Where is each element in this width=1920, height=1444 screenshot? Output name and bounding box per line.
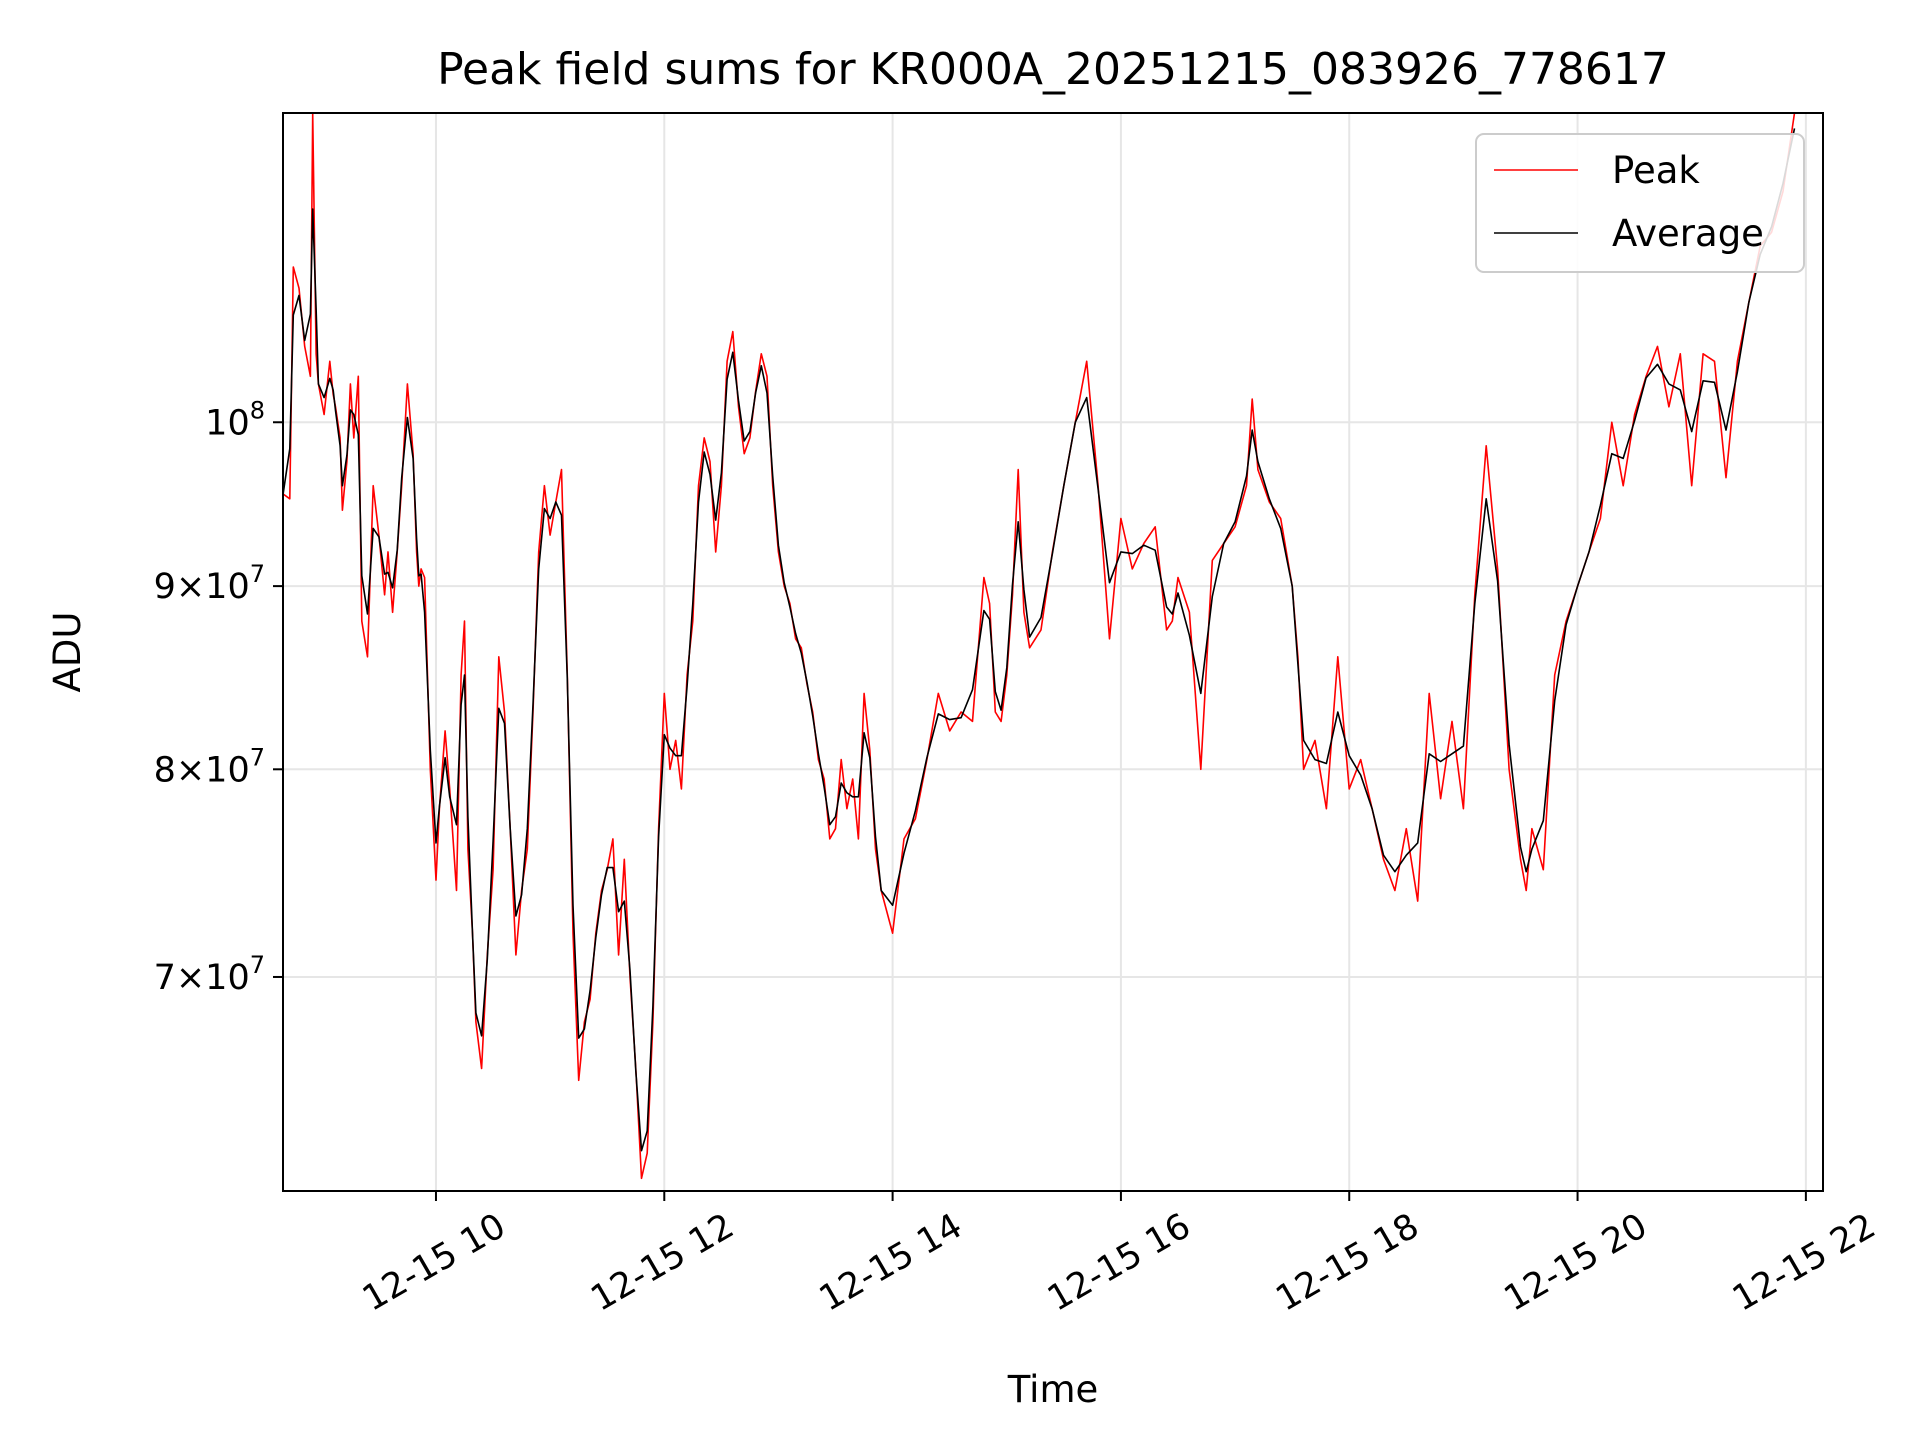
y-tick-label: 9×107 (154, 560, 265, 607)
y-tick-label: 8×107 (154, 743, 265, 790)
legend-peak-label: Peak (1612, 149, 1700, 192)
grid-layer (283, 113, 1823, 1191)
chart-title: Peak field sums for KR000A_20251215_0839… (437, 44, 1669, 95)
x-axis-label: Time (1007, 1368, 1099, 1411)
y-axis-label: ADU (46, 612, 89, 693)
series-line-average (283, 128, 1796, 1152)
y-tick-label: 7×107 (154, 951, 265, 998)
plot-frame (282, 112, 1824, 1192)
legend-box (1475, 133, 1805, 273)
y-tick-label: 108 (205, 396, 265, 443)
legend: Peak Average (1475, 133, 1805, 273)
legend-average-label: Average (1612, 212, 1764, 255)
series-layer (283, 113, 1796, 1180)
